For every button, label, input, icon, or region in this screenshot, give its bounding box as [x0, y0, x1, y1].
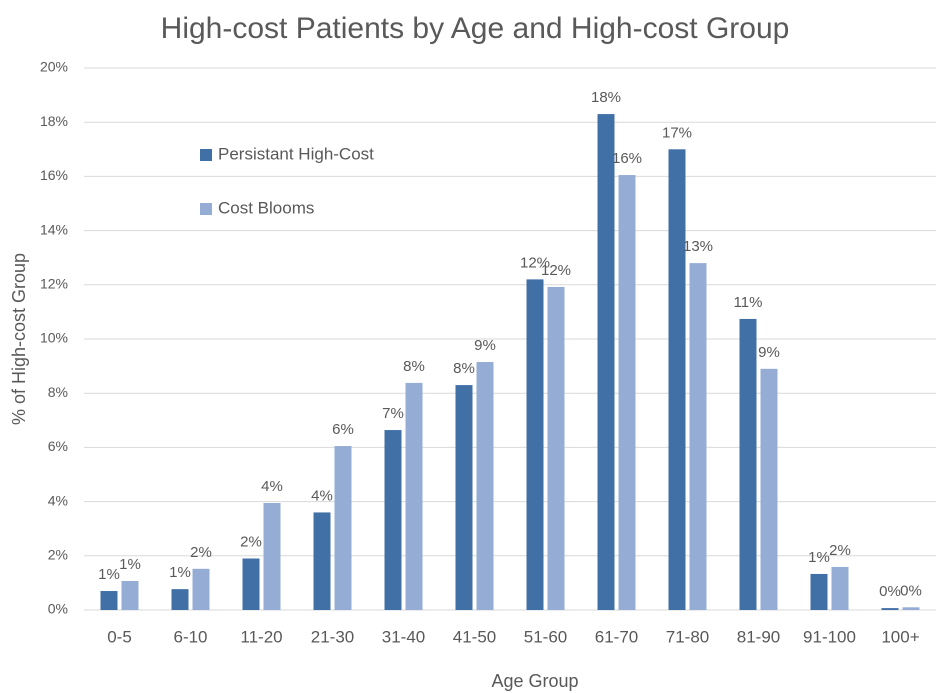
- data-label: 1%: [808, 549, 830, 566]
- data-label: 2%: [240, 533, 262, 550]
- data-label: 4%: [311, 487, 333, 504]
- x-tick-label: 81-90: [737, 627, 780, 646]
- y-tick-label: 16%: [40, 167, 68, 183]
- bar: [121, 581, 139, 610]
- bar: [739, 318, 757, 610]
- y-tick-label: 12%: [40, 276, 68, 292]
- bar: [334, 446, 352, 610]
- x-axis-label: Age Group: [491, 671, 578, 691]
- data-label: 0%: [900, 582, 922, 599]
- data-label: 1%: [119, 556, 141, 573]
- bar: [192, 568, 210, 610]
- legend-label: Cost Blooms: [218, 198, 314, 217]
- x-tick-label: 31-40: [382, 627, 425, 646]
- data-label: 13%: [683, 238, 713, 255]
- x-tick-label: 100+: [881, 627, 919, 646]
- data-label: 16%: [612, 150, 642, 167]
- bar: [668, 149, 686, 611]
- bar: [597, 114, 615, 610]
- bar: [476, 362, 494, 610]
- bar: [689, 263, 707, 610]
- data-label: 9%: [758, 344, 780, 361]
- bar: [618, 175, 636, 611]
- legend-label: Persistant High-Cost: [218, 144, 374, 163]
- data-label: 4%: [261, 478, 283, 495]
- data-label: 11%: [734, 294, 763, 311]
- bar: [242, 558, 260, 610]
- bar: [455, 385, 473, 610]
- y-tick-label: 4%: [48, 492, 68, 508]
- x-tick-label: 71-80: [666, 627, 709, 646]
- data-label: 1%: [169, 564, 191, 581]
- data-label: 12%: [541, 262, 571, 279]
- y-tick-label: 6%: [48, 438, 68, 454]
- x-tick-label: 41-50: [453, 627, 496, 646]
- bar: [760, 368, 778, 610]
- bar: [881, 608, 899, 610]
- bar: [171, 589, 189, 610]
- x-tick-label: 51-60: [524, 627, 567, 646]
- bar: [313, 512, 331, 610]
- x-tick-label: 6-10: [173, 627, 207, 646]
- bar: [263, 502, 281, 610]
- x-tick-label: 21-30: [311, 627, 354, 646]
- data-label: 17%: [662, 124, 692, 141]
- data-label: 7%: [382, 405, 404, 422]
- bar: [902, 607, 920, 610]
- bar: [405, 382, 423, 610]
- x-tick-label: 11-20: [240, 627, 282, 646]
- data-label: 1%: [98, 566, 120, 583]
- data-label: 8%: [453, 360, 475, 377]
- y-tick-label: 0%: [48, 601, 68, 617]
- bar: [810, 573, 828, 610]
- y-tick-label: 10%: [40, 330, 68, 346]
- data-label: 8%: [403, 358, 425, 375]
- data-label: 12%: [520, 254, 550, 271]
- data-label: 2%: [829, 542, 851, 559]
- y-axis-label: % of High-cost Group: [9, 253, 29, 425]
- y-tick-label: 20%: [40, 59, 68, 75]
- y-tick-label: 18%: [40, 113, 68, 129]
- bar: [547, 286, 565, 610]
- y-tick-label: 14%: [40, 221, 68, 237]
- data-label: 9%: [474, 337, 496, 354]
- x-tick-label: 91-100: [803, 627, 856, 646]
- x-tick-label: 61-70: [595, 627, 638, 646]
- y-tick-label: 8%: [48, 384, 68, 400]
- data-label: 18%: [591, 89, 621, 106]
- bar: [831, 566, 849, 610]
- chart-title: High-cost Patients by Age and High-cost …: [161, 12, 790, 45]
- legend-swatch: [200, 149, 212, 161]
- x-tick-label: 0-5: [107, 627, 132, 646]
- bar: [526, 279, 544, 610]
- bar: [100, 591, 118, 610]
- data-label: 6%: [332, 421, 354, 438]
- data-label: 2%: [190, 544, 212, 561]
- data-label: 0%: [879, 583, 901, 600]
- y-tick-label: 2%: [48, 547, 68, 563]
- bar: [384, 430, 402, 610]
- legend-swatch: [200, 203, 212, 215]
